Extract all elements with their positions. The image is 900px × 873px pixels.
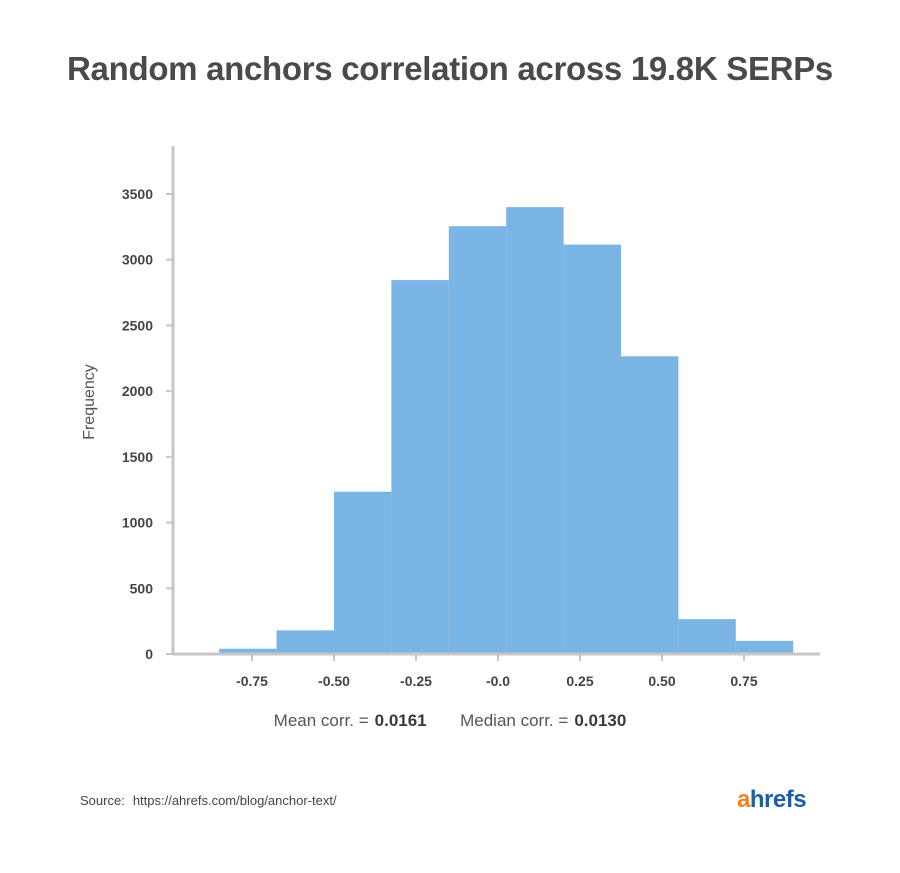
x-tick-label: 0.50 [648,673,675,689]
mean-value: 0.0161 [374,711,427,730]
y-tick-label: 2000 [122,383,153,399]
y-tick-label: 1000 [122,515,153,531]
x-tick-label: 0.75 [730,673,757,689]
y-ticks-group: 0 500 1000 1500 2000 2500 3000 3500 [122,186,173,662]
bars-group [219,207,794,654]
source-url[interactable]: https://ahrefs.com/blog/anchor-text/ [132,793,337,808]
source-label: Source: [80,793,125,808]
median-label: Median corr. = [460,711,569,730]
histogram-bar [276,630,334,654]
x-tick-label: -0.50 [318,673,350,689]
y-tick-label: 0 [145,646,153,662]
histogram-bar [219,648,277,654]
x-tick-label: 0.25 [566,673,593,689]
x-tick-label: -0.0 [486,673,510,689]
y-tick-label: 1500 [122,449,153,465]
y-axis-label: Frequency [81,364,98,440]
chart-title: Random anchors correlation across 19.8K … [67,50,833,87]
histogram-bar [621,356,679,654]
histogram-bar [735,640,794,654]
x-tick-label: -0.75 [236,673,268,689]
y-tick-label: 3500 [122,186,153,202]
y-tick-label: 500 [130,580,154,596]
mean-label: Mean corr. = [273,711,369,730]
histogram-bar [391,280,449,654]
source-note: Source: https://ahrefs.com/blog/anchor-te… [80,793,337,808]
axes-group [171,146,820,656]
histogram-bar [563,244,621,654]
x-ticks-group: -0.75 -0.50 -0.25 -0.0 0.25 0.50 0.75 [236,654,758,689]
histogram-bar [506,207,564,654]
y-tick-label: 2500 [122,317,153,333]
median-value: 0.0130 [574,711,627,730]
histogram-bar [678,619,736,654]
histogram-bar [448,226,507,654]
ahrefs-logo: ahrefs [737,786,807,813]
stats-line: Mean corr. = 0.0161 Median corr. = 0.0130 [0,711,900,731]
y-tick-label: 3000 [122,252,153,268]
x-tick-label: -0.25 [400,673,432,689]
histogram-bar [334,491,392,654]
